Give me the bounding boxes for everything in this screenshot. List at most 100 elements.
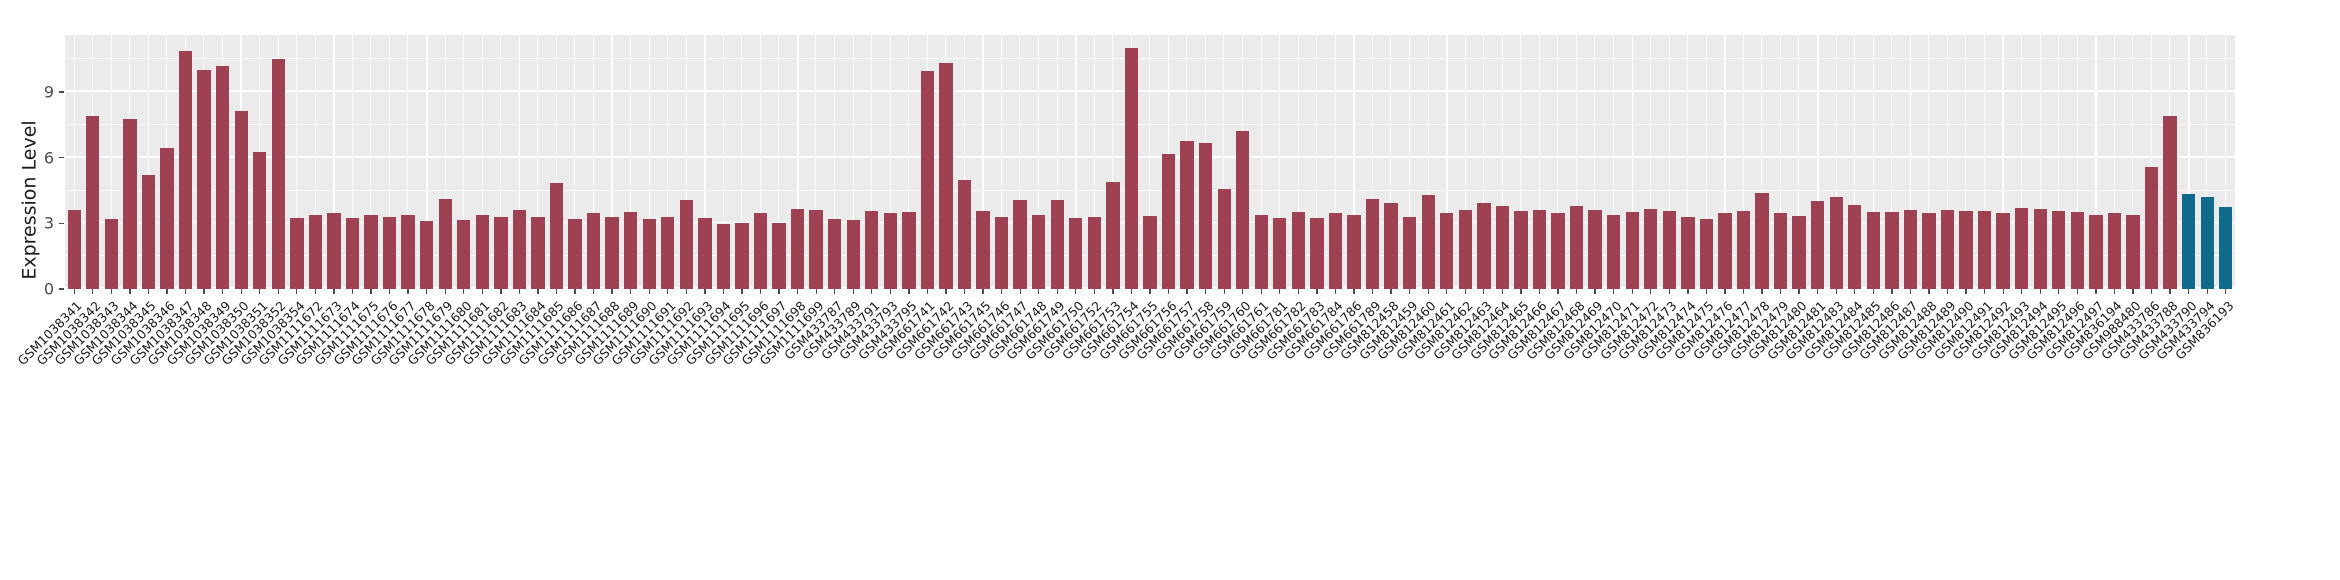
bar[interactable] — [1087, 217, 1102, 289]
bar[interactable] — [327, 213, 341, 289]
bar[interactable] — [828, 219, 842, 289]
bar[interactable] — [1885, 211, 1899, 289]
bar[interactable] — [215, 65, 230, 289]
bar[interactable] — [698, 217, 712, 289]
bar[interactable] — [1477, 202, 1491, 289]
bar[interactable] — [976, 211, 990, 289]
bar[interactable] — [790, 209, 805, 289]
bar[interactable] — [382, 216, 397, 289]
bar[interactable] — [1866, 212, 1880, 289]
bar[interactable] — [2144, 167, 2159, 289]
bar[interactable] — [197, 70, 211, 289]
bar[interactable] — [1551, 213, 1565, 289]
bar[interactable] — [1662, 211, 1676, 289]
bar[interactable] — [1347, 214, 1361, 289]
bar[interactable] — [1736, 211, 1751, 289]
bar[interactable] — [1792, 215, 1806, 289]
bar[interactable] — [253, 152, 267, 289]
bar[interactable] — [494, 216, 508, 289]
bar[interactable] — [1773, 213, 1788, 289]
bar[interactable] — [1644, 209, 1658, 289]
bar[interactable] — [2181, 193, 2196, 289]
bar[interactable] — [2089, 215, 2103, 289]
bar[interactable] — [308, 214, 323, 289]
bar[interactable] — [1606, 214, 1621, 289]
bar[interactable] — [1273, 217, 1287, 289]
bar[interactable] — [438, 199, 452, 289]
bar[interactable] — [1922, 213, 1936, 289]
bar[interactable] — [1291, 212, 1306, 289]
bar[interactable] — [2033, 209, 2047, 289]
bar[interactable] — [1811, 201, 1825, 289]
bar[interactable] — [661, 216, 675, 289]
bar[interactable] — [1458, 210, 1472, 289]
bar[interactable] — [1180, 141, 1194, 289]
bar[interactable] — [883, 213, 897, 289]
bar[interactable] — [1143, 215, 1157, 289]
bar[interactable] — [178, 51, 193, 289]
bar[interactable] — [512, 210, 527, 289]
bar[interactable] — [809, 210, 823, 289]
bar[interactable] — [902, 212, 916, 289]
bar[interactable] — [1532, 210, 1547, 289]
bar[interactable] — [1718, 213, 1732, 289]
bar[interactable] — [920, 71, 935, 289]
bar[interactable] — [1236, 131, 1250, 289]
bar[interactable] — [549, 182, 564, 289]
bar[interactable] — [2107, 213, 2122, 289]
bar[interactable] — [605, 217, 619, 289]
bar[interactable] — [2219, 206, 2233, 289]
bar[interactable] — [1384, 202, 1398, 289]
bar[interactable] — [1402, 216, 1417, 289]
bar[interactable] — [86, 116, 100, 289]
bar[interactable] — [679, 200, 693, 289]
bar[interactable] — [67, 209, 81, 289]
bar[interactable] — [234, 110, 248, 289]
bar[interactable] — [457, 220, 471, 289]
bar[interactable] — [1365, 199, 1380, 289]
bar[interactable] — [865, 211, 879, 289]
bar[interactable] — [475, 214, 489, 289]
bar[interactable] — [1755, 193, 1769, 289]
bar[interactable] — [345, 217, 360, 289]
bar[interactable] — [1996, 212, 2010, 289]
bar[interactable] — [419, 221, 434, 289]
bar[interactable] — [2052, 211, 2066, 289]
bar[interactable] — [160, 147, 174, 289]
bar[interactable] — [753, 213, 768, 289]
bar[interactable] — [1699, 218, 1714, 289]
bar[interactable] — [1106, 181, 1120, 289]
bar[interactable] — [1032, 214, 1046, 289]
bar[interactable] — [1421, 194, 1435, 289]
bar[interactable] — [2126, 214, 2140, 289]
bar[interactable] — [531, 216, 545, 289]
bar[interactable] — [401, 215, 415, 289]
bar[interactable] — [2163, 116, 2177, 289]
bar[interactable] — [2070, 211, 2085, 289]
bar[interactable] — [1625, 212, 1639, 289]
bar[interactable] — [1959, 211, 1973, 289]
bar[interactable] — [1217, 189, 1231, 289]
bar[interactable] — [939, 63, 953, 289]
bar[interactable] — [271, 59, 285, 289]
bar[interactable] — [1198, 143, 1213, 289]
bar[interactable] — [1940, 210, 1955, 289]
bar[interactable] — [123, 118, 137, 289]
bar[interactable] — [1328, 213, 1343, 289]
bar[interactable] — [642, 218, 656, 289]
bar[interactable] — [568, 218, 582, 289]
bar[interactable] — [735, 223, 749, 289]
bar[interactable] — [1161, 154, 1176, 289]
bar[interactable] — [994, 216, 1009, 289]
bar[interactable] — [1495, 205, 1510, 289]
bar[interactable] — [1013, 200, 1027, 289]
bar[interactable] — [1514, 211, 1528, 289]
bar[interactable] — [1069, 217, 1083, 289]
bar[interactable] — [141, 174, 156, 289]
bar[interactable] — [290, 217, 304, 289]
bar[interactable] — [1124, 48, 1139, 289]
bar[interactable] — [2200, 197, 2214, 289]
bar[interactable] — [957, 179, 972, 289]
bar[interactable] — [1569, 205, 1584, 289]
bar[interactable] — [846, 220, 860, 289]
